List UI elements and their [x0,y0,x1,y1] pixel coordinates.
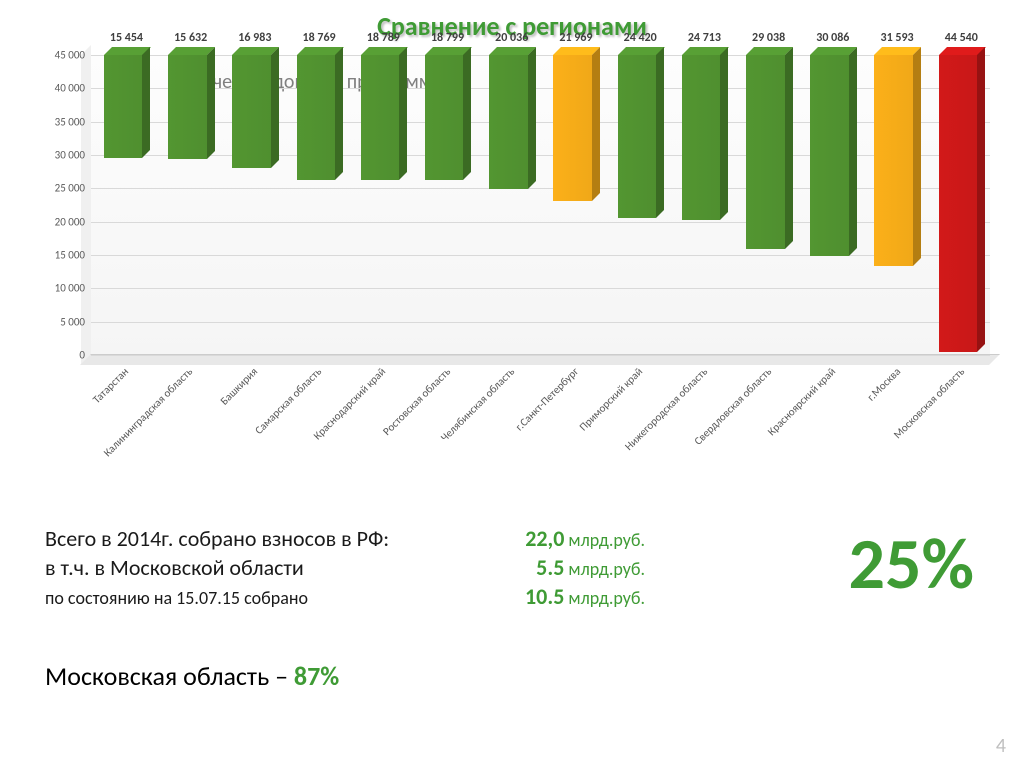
gridline [91,355,990,356]
bar-side [656,47,664,218]
bar-value-label: 44 540 [945,31,978,45]
y-tick-label: 35 000 [55,115,85,128]
summary-block: Всего в 2014г. собрано взносов в РФ: 22,… [45,525,645,612]
x-tick-label: г.Москва [864,365,903,404]
page-number: 4 [996,734,1006,758]
bar-side [849,47,857,256]
bar: 21 969 [541,55,605,355]
bar: 44 540 [926,55,990,355]
summary-value: 22,0 млрд.руб. [525,525,645,552]
y-tick-label: 5 000 [60,315,85,328]
bar-side [528,47,536,189]
bar: 29 038 [733,55,797,355]
bar: 15 632 [155,55,219,355]
summary-label: по состоянию на 15.07.15 собрано [45,587,308,609]
bar-front [297,55,336,180]
bar-value-label: 15 632 [174,31,207,45]
bar-side [592,47,600,201]
bar-front [618,55,657,218]
bar-value-label: 24 713 [688,31,721,45]
bar: 31 593 [862,55,926,355]
bar: 24 420 [605,55,669,355]
x-tick-label: Башкирия [217,365,260,408]
x-tick-label: Татарстан [90,365,131,406]
summary-label: в т.ч. в Московской области [45,554,304,581]
big-percent: 25% [849,520,974,608]
bar-front [682,55,721,220]
summary-label: Всего в 2014г. собрано взносов в РФ: [45,525,389,552]
bar: 24 713 [669,55,733,355]
summary-line-1: Всего в 2014г. собрано взносов в РФ: 22,… [45,525,645,552]
bar: 20 036 [476,55,540,355]
bar-front [746,55,785,249]
bar: 18 789 [348,55,412,355]
bar-front [168,55,207,159]
region-line: Московская область – 87% [45,660,339,692]
chart-bars: 15 45415 63216 98318 76918 78918 79920 0… [91,55,990,355]
bar-front [553,55,592,201]
y-tick-label: 15 000 [55,249,85,262]
bar: 18 769 [284,55,348,355]
bar-front [939,55,978,352]
chart-xlabels: ТатарстанКалининградская областьБашкирия… [90,365,990,485]
bar-side [399,47,407,180]
bar-side [271,47,279,168]
y-tick-label: 0 [79,349,85,362]
summary-line-3: по состоянию на 15.07.15 собрано 10.5 мл… [45,583,645,610]
y-tick-label: 20 000 [55,215,85,228]
y-tick-label: 10 000 [55,282,85,295]
bar-value-label: 21 969 [559,31,592,45]
y-tick-label: 40 000 [55,82,85,95]
bar: 30 086 [797,55,861,355]
bar-value-label: 29 038 [752,31,785,45]
y-tick-label: 25 000 [55,182,85,195]
bar-value-label: 18 769 [303,31,336,45]
bar-side [335,47,343,180]
bar-value-label: 18 789 [367,31,400,45]
slide: Сравнение с регионами Количество домов в… [0,0,1024,768]
bar-value-label: 16 983 [238,31,271,45]
bar-value-label: 20 036 [495,31,528,45]
summary-line-2: в т.ч. в Московской области 5.5 млрд.руб… [45,554,645,581]
bar-side [142,47,150,158]
bar-side [913,47,921,266]
bar-front [489,55,528,189]
summary-value: 5.5 млрд.руб. [536,554,645,581]
bar-side [977,47,985,352]
bar-side [720,47,728,220]
bar: 16 983 [219,55,283,355]
bar-front [810,55,849,256]
bar-value-label: 30 086 [816,31,849,45]
bar-side [207,47,215,159]
bar-value-label: 18 799 [431,31,464,45]
bar-chart: Количество домов в программе 15 45415 63… [30,55,1000,485]
bar-side [463,47,471,180]
bar-front [104,55,143,158]
bar-value-label: 24 420 [624,31,657,45]
bar-front [361,55,400,180]
bar-front [874,55,913,266]
bar-value-label: 15 454 [110,31,143,45]
bar: 18 799 [412,55,476,355]
bar-front [425,55,464,180]
region-line-value: 87% [294,660,339,692]
bar-side [785,47,793,249]
y-tick-label: 30 000 [55,149,85,162]
plot-area: Количество домов в программе 15 45415 63… [90,55,990,356]
summary-value: 10.5 млрд.руб. [525,583,645,610]
region-line-prefix: Московская область – [45,660,294,692]
bar-front [232,55,271,168]
bar: 15 454 [91,55,155,355]
bar-value-label: 31 593 [880,31,913,45]
y-tick-label: 45 000 [55,49,85,62]
